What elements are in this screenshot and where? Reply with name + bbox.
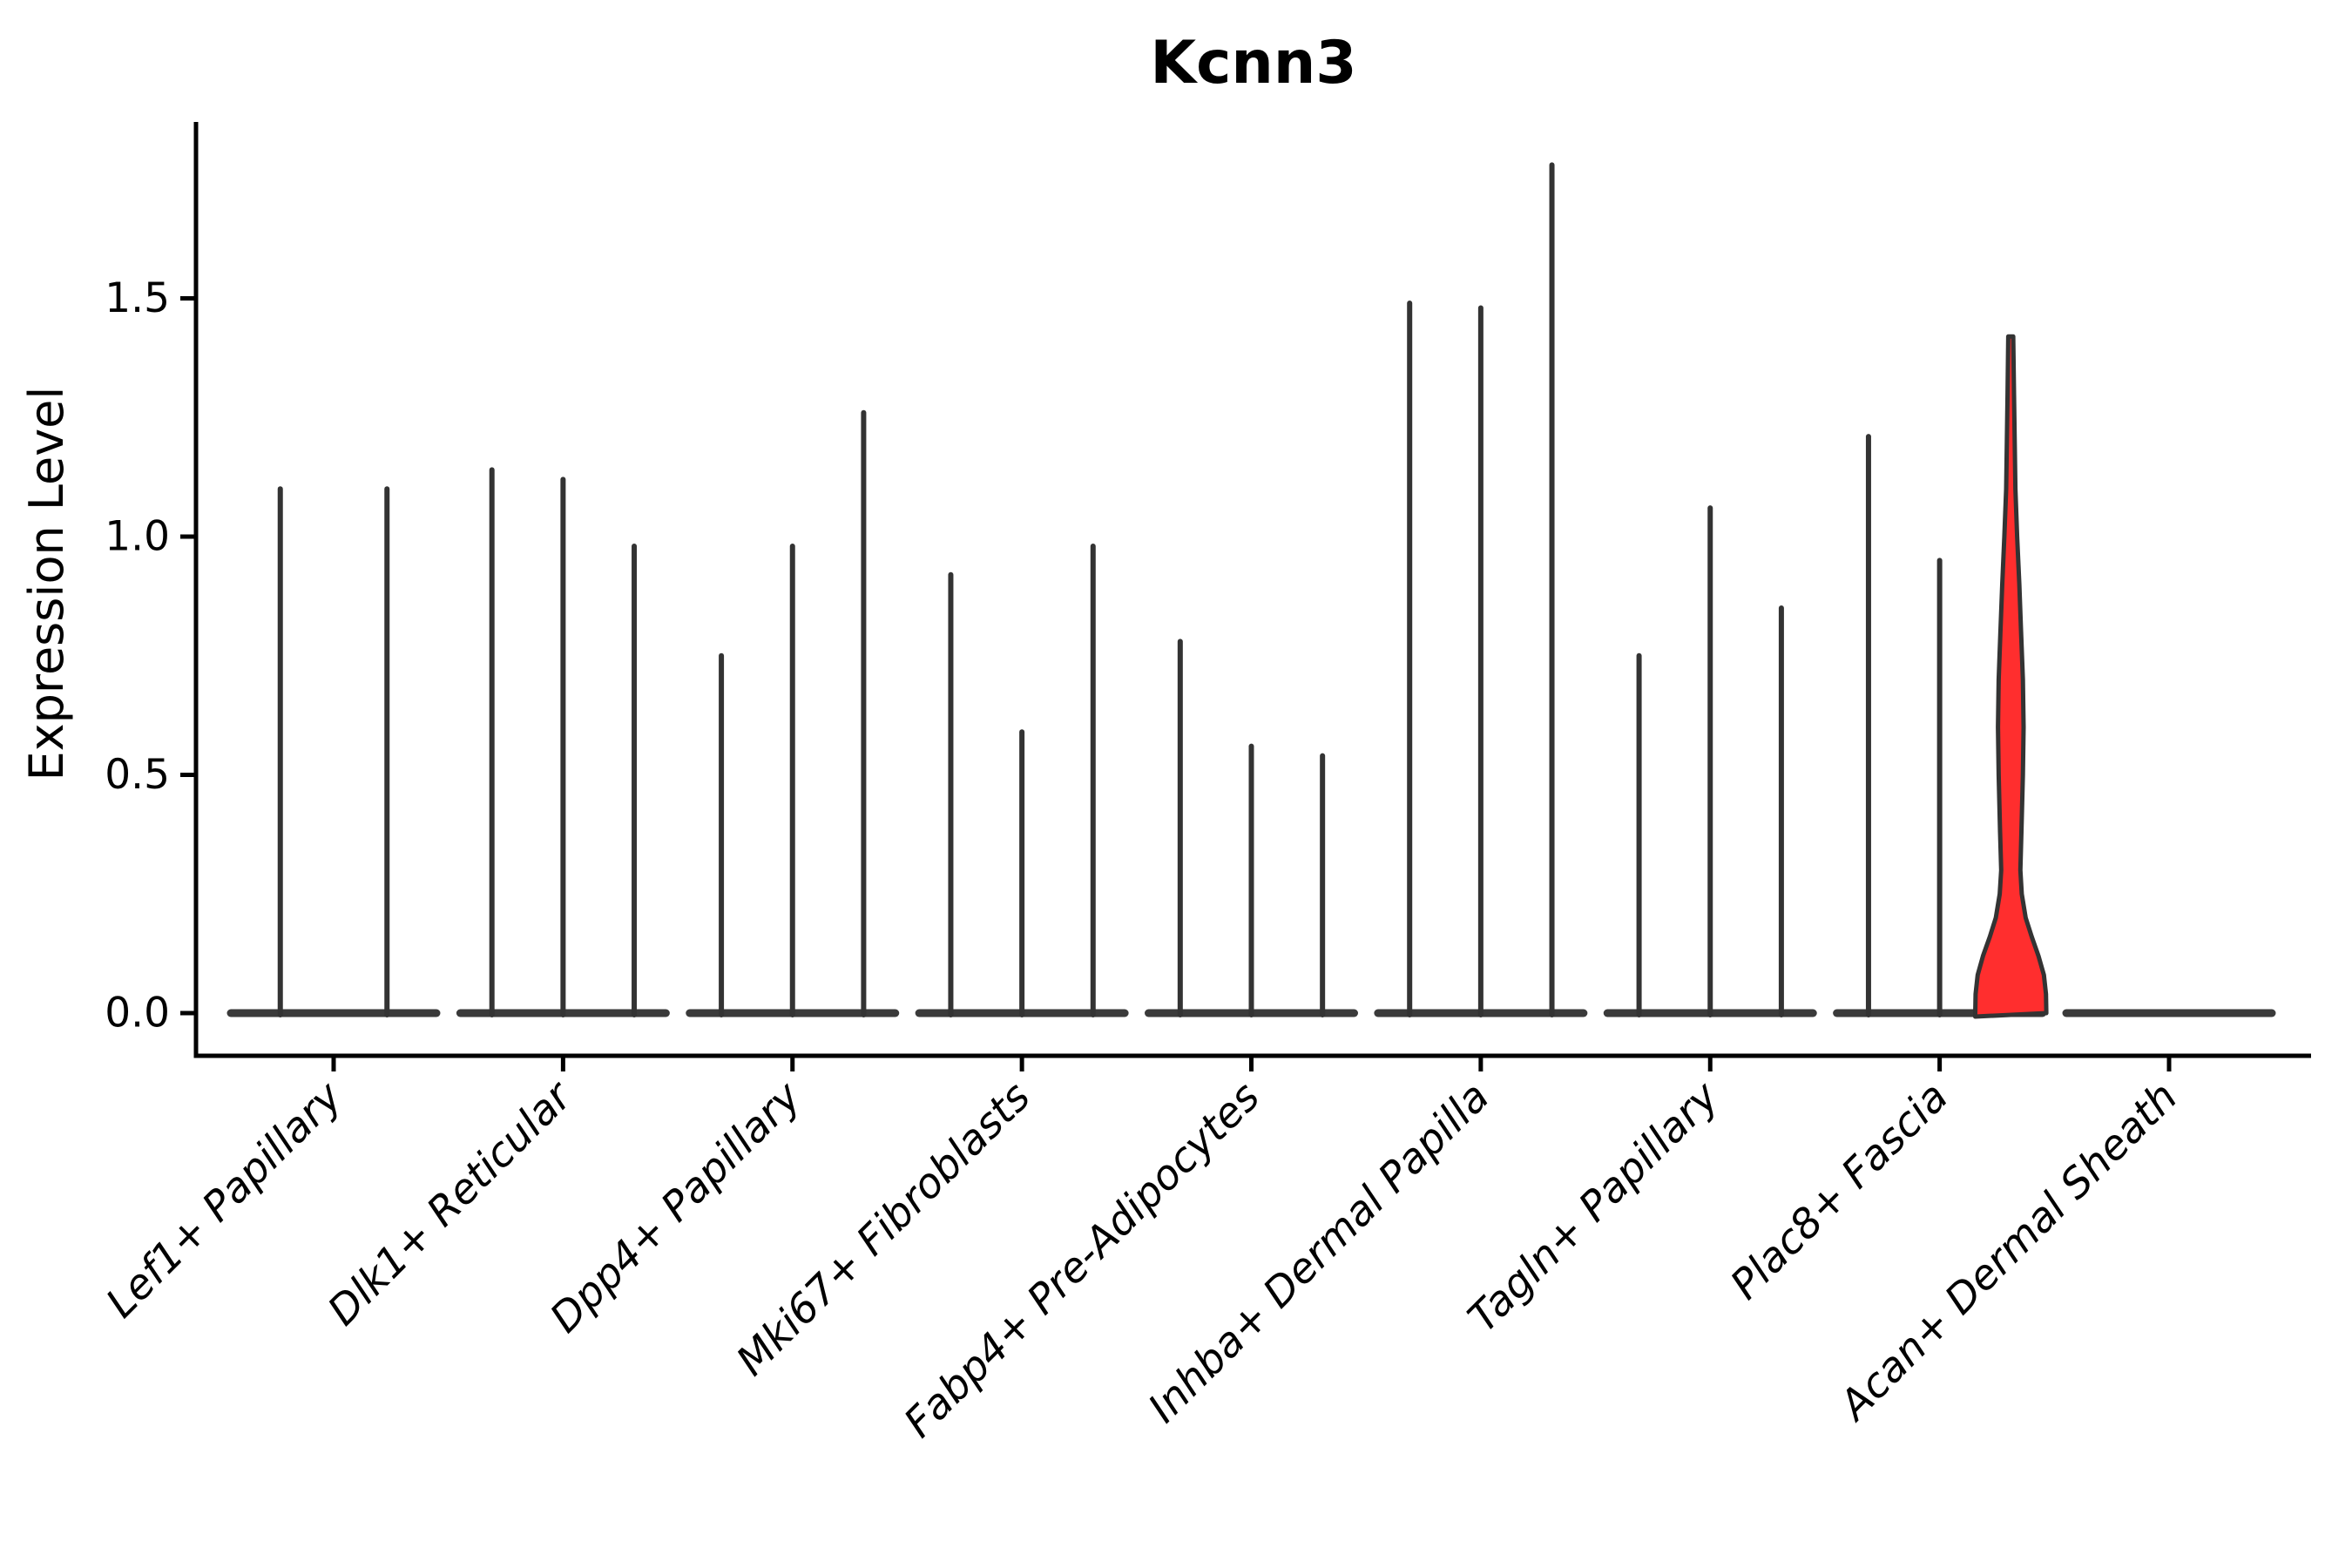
x-tick-label: Tagln+ Papillary <box>1459 1072 1729 1342</box>
y-tick-label: 0.0 <box>105 990 170 1037</box>
violin-baseline <box>2062 1009 2276 1017</box>
axis-spines <box>193 122 2311 1058</box>
x-tick-label: Lef1+ Papillary <box>97 1072 352 1328</box>
y-axis-label: Expression Level <box>19 387 74 781</box>
highlighted-violin <box>1972 334 2049 1019</box>
y-tick-label: 1.0 <box>105 513 170 561</box>
x-tick-label: Plac8+ Fascia <box>1721 1073 1957 1309</box>
y-tick-label: 0.5 <box>105 751 170 799</box>
x-tick-label: Dpp4+ Papillary <box>541 1072 811 1342</box>
violin-baseline <box>226 1009 441 1017</box>
y-tick-label: 1.5 <box>105 274 170 322</box>
violin-group <box>226 162 2276 1019</box>
y-tick-group: 0.0 0.5 1.0 1.5 <box>105 274 196 1037</box>
axes <box>193 122 2311 1058</box>
chart-title: Kcnn3 <box>1150 29 1356 98</box>
x-tick-label: Dlk1+ Reticular <box>319 1071 583 1335</box>
